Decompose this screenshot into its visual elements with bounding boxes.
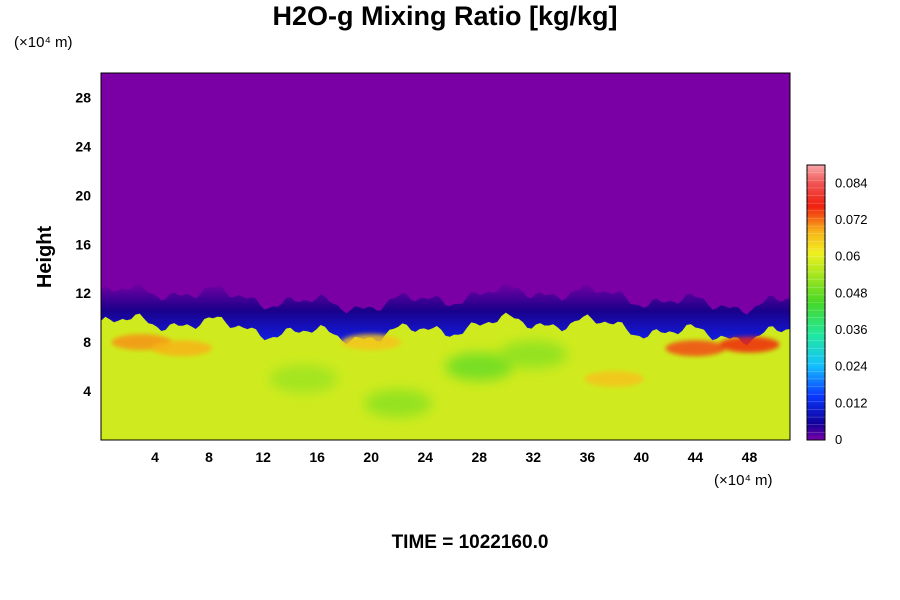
y-axis-ticks: 4 8 12 16 20 24 28 <box>75 89 91 399</box>
moist-patch <box>719 336 780 353</box>
colorbar: 0 0.012 0.024 0.036 0.048 0.06 0.072 0.084 <box>806 164 868 447</box>
x-tick-label: 4 <box>151 449 159 465</box>
moist-patch <box>584 370 645 387</box>
colorbar-tick-label: 0 <box>835 432 842 447</box>
plot-frame <box>100 72 791 441</box>
x-tick-label: 36 <box>580 449 596 465</box>
y-axis-unit: (×10⁴ m) <box>14 34 73 51</box>
y-tick-label: 24 <box>75 138 91 154</box>
y-axis-label: Height <box>34 226 56 289</box>
colorbar-tick-label: 0.06 <box>835 249 860 264</box>
dry-patch <box>269 364 338 393</box>
x-tick-label: 32 <box>526 449 542 465</box>
x-tick-label: 12 <box>255 449 271 465</box>
colorbar-tick-label: 0.036 <box>835 322 868 337</box>
moist-patch <box>341 334 402 351</box>
colorbar-tick-label: 0.072 <box>835 212 868 227</box>
x-tick-label: 16 <box>309 449 325 465</box>
chart-title: H2O-g Mixing Ratio [kg/kg] <box>272 1 618 31</box>
dry-patch <box>364 389 433 418</box>
y-tick-label: 28 <box>75 89 91 105</box>
moist-region <box>101 312 790 440</box>
moist-patch <box>152 340 213 357</box>
colorbar-scale <box>806 164 826 441</box>
x-tick-label: 40 <box>634 449 650 465</box>
y-tick-label: 12 <box>75 285 91 301</box>
x-tick-label: 8 <box>205 449 213 465</box>
colorbar-tick-label: 0.012 <box>835 395 868 410</box>
colorbar-tick-label: 0.048 <box>835 285 868 300</box>
x-tick-label: 44 <box>688 449 704 465</box>
y-tick-label: 20 <box>75 187 91 203</box>
dry-patch <box>445 352 514 381</box>
x-tick-label: 28 <box>471 449 487 465</box>
y-tick-label: 16 <box>75 236 91 252</box>
dry-patch <box>499 340 568 369</box>
x-tick-label: 20 <box>363 449 379 465</box>
x-tick-label: 48 <box>742 449 758 465</box>
x-axis-ticks: 4 8 12 16 20 24 28 32 36 40 44 48 <box>151 449 757 465</box>
y-tick-label: 8 <box>83 334 91 350</box>
heatmap-field <box>101 73 790 440</box>
colorbar-tick-label: 0.084 <box>835 175 868 190</box>
x-tick-label: 24 <box>417 449 433 465</box>
colorbar-ticks: 0 0.012 0.024 0.036 0.048 0.06 0.072 0.084 <box>835 175 868 447</box>
y-tick-label: 4 <box>83 383 91 399</box>
colorbar-tick-label: 0.024 <box>835 359 868 374</box>
time-label: TIME = 1022160.0 <box>391 532 549 553</box>
x-axis-unit: (×10⁴ m) <box>714 472 773 489</box>
moist-patch <box>665 340 726 357</box>
